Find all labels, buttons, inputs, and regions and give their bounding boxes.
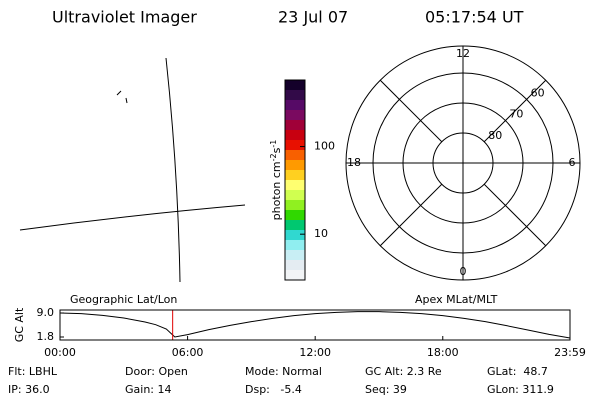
lat-circle	[372, 72, 554, 254]
y-tick-label: 1.8	[37, 330, 55, 343]
panel-title: Geographic Lat/Lon	[70, 293, 177, 306]
info-field: Flt: LBHL	[8, 365, 58, 378]
meridian	[379, 79, 443, 143]
color-segment	[285, 260, 305, 271]
lat-label: 60	[531, 86, 545, 99]
info-field: GC Alt: 2.3 Re	[365, 365, 442, 378]
color-segment	[285, 140, 305, 151]
x-tick-label: 12:00	[299, 346, 331, 359]
title: Ultraviolet Imager	[52, 8, 197, 27]
info-field: Dsp: -5.4	[245, 383, 302, 396]
meridian	[165, 57, 181, 283]
x-tick-label: 06:00	[172, 346, 204, 359]
color-segment	[285, 220, 305, 231]
y-label: GC Alt	[13, 307, 26, 342]
plot-frame	[59, 309, 571, 341]
color-segment	[285, 180, 305, 191]
lat-label: 80	[488, 129, 502, 142]
info-field: Door: Open	[125, 365, 188, 378]
altitude-line	[59, 311, 571, 339]
color-segment	[285, 250, 305, 261]
info-field: GLon: 311.9	[487, 383, 554, 396]
info-field: GLat: 48.7	[487, 365, 548, 378]
tick-label: 100	[314, 140, 335, 153]
coast-fragment	[116, 90, 128, 104]
color-segment	[285, 100, 305, 111]
color-segment	[285, 90, 305, 101]
geo-map	[19, 57, 246, 283]
date: 23 Jul 07	[278, 8, 348, 27]
time: 05:17:54 UT	[425, 8, 524, 27]
color-segment	[285, 110, 305, 121]
mlt-label: 0	[460, 265, 467, 278]
color-segment	[285, 270, 305, 281]
meridian	[483, 183, 547, 247]
color-segment	[285, 210, 305, 221]
color-segment	[285, 130, 305, 141]
x-tick-label: 23:59	[554, 346, 586, 359]
label-part: photon cm	[270, 161, 283, 220]
panel-title: Apex MLat/MLT	[415, 293, 498, 306]
y-tick-label: 9.0	[37, 306, 55, 319]
colorbar-frame	[284, 79, 306, 281]
color-segment	[285, 150, 305, 161]
lat-circle	[432, 132, 494, 194]
parallel	[19, 204, 246, 231]
mlt-label: 12	[456, 47, 470, 60]
info-field: IP: 36.0	[8, 383, 50, 396]
mlt-label: 6	[569, 156, 576, 169]
color-segment	[285, 200, 305, 211]
label-part: -1	[269, 140, 278, 148]
color-segment	[285, 80, 305, 91]
info-field: Mode: Normal	[245, 365, 322, 378]
color-segment	[285, 230, 305, 241]
lat-circle	[402, 102, 524, 224]
x-tick-label: 00:00	[44, 346, 76, 359]
x-tick-label: 18:00	[427, 346, 459, 359]
color-segment	[285, 120, 305, 131]
label-part: s	[270, 147, 283, 153]
color-segment	[285, 160, 305, 171]
label-part: -2	[269, 153, 278, 161]
info-field: Seq: 39	[365, 383, 407, 396]
color-segment	[285, 190, 305, 201]
mlt-label: 18	[347, 156, 361, 169]
color-segment	[285, 240, 305, 251]
meridian	[483, 79, 547, 143]
colorbar-label: photon cm-2s-1	[269, 140, 284, 221]
info-field: Gain: 14	[125, 383, 172, 396]
color-segment	[285, 170, 305, 181]
meridian	[379, 183, 443, 247]
tick-label: 10	[314, 227, 328, 240]
lat-label: 70	[509, 108, 523, 121]
